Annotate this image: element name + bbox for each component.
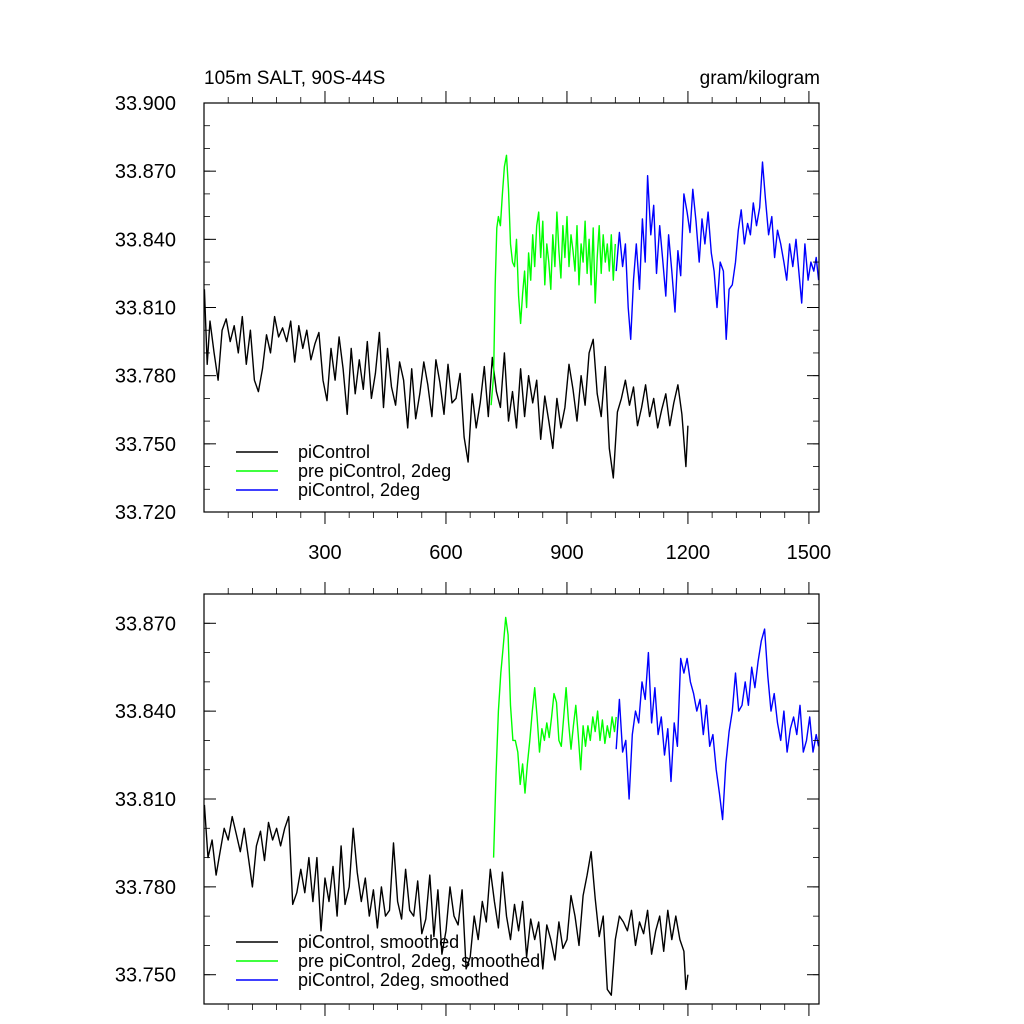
bottom-ytick-label: 33.870 [115, 613, 176, 635]
top-legend-label-2: piControl, 2deg [298, 480, 420, 500]
top-ytick-label: 33.870 [115, 161, 176, 183]
top-ytick-label: 33.720 [115, 502, 176, 524]
top-xtick-label: 1200 [666, 542, 711, 564]
top-plot-frame [203, 102, 820, 513]
bottom-panel: 33.750 33.780 33.810 33.840 33.870 piControl… [115, 582, 820, 1016]
top-series-line-1 [490, 154, 616, 406]
bottom-legend-label-0: piControl, smoothed [298, 932, 459, 952]
bottom-ytick-label: 33.810 [115, 789, 176, 811]
top-ytick-label: 33.840 [115, 229, 176, 251]
bottom-series-line-2 [615, 628, 820, 821]
top-title-left: 105m SALT, 90S-44S [204, 68, 385, 89]
bottom-legend-label-1: pre piControl, 2deg, smoothed [298, 951, 540, 971]
bottom-plot-frame [203, 593, 820, 1005]
bottom-series-layer [203, 616, 820, 996]
top-series-layer [203, 154, 820, 479]
top-ytick-label: 33.900 [115, 93, 176, 115]
bottom-ytick-label: 33.840 [115, 701, 176, 723]
bottom-series-line-1 [492, 616, 617, 858]
top-xtick-label: 600 [429, 542, 462, 564]
top-axis-ticks: 33.720 33.750 33.780 33.810 33.840 33.870 33.9… [115, 91, 831, 564]
top-legend-label-0: piControl [298, 442, 370, 462]
bottom-axis-ticks: 33.750 33.780 33.810 33.840 33.870 [115, 582, 819, 1016]
top-ytick-label: 33.810 [115, 298, 176, 320]
bottom-legend-label-2: piControl, 2deg, smoothed [298, 970, 509, 990]
top-ytick-label: 33.750 [115, 434, 176, 456]
top-legend-label-1: pre piControl, 2deg [298, 461, 451, 481]
bottom-series-line-0 [203, 804, 689, 996]
top-xtick-label: 300 [308, 542, 341, 564]
top-title-right: gram/kilogram [700, 68, 820, 89]
top-ytick-label: 33.780 [115, 366, 176, 388]
top-series-line-2 [615, 161, 820, 340]
top-xtick-label: 1500 [787, 542, 832, 564]
top-xtick-label: 900 [550, 542, 583, 564]
top-panel: 105m SALT, 90S-44S gram/kilogram 33.7203… [115, 68, 831, 564]
bottom-ytick-label: 33.750 [115, 965, 176, 987]
top-series-line-0 [203, 289, 689, 479]
bottom-ytick-label: 33.780 [115, 877, 176, 899]
